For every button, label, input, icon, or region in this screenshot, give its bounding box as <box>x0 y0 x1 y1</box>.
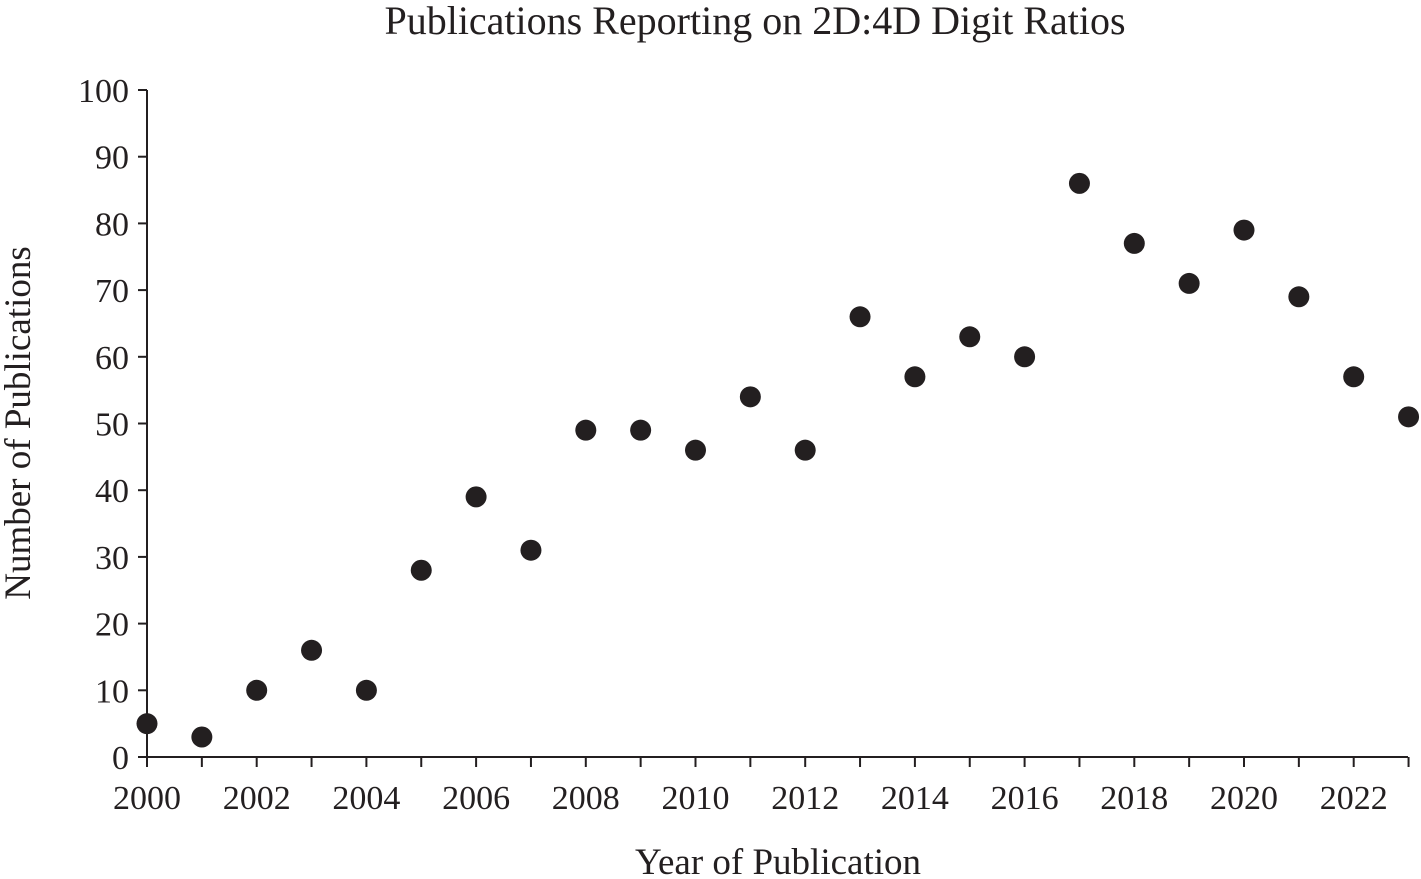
data-point <box>1343 366 1365 388</box>
x-tick-label: 2002 <box>223 780 291 817</box>
data-point <box>1178 272 1200 294</box>
x-axis-label: Year of Publication <box>635 842 921 879</box>
y-axis-ticks: 0 10 20 30 40 50 60 70 80 90 100 <box>78 73 147 777</box>
data-point <box>849 306 871 328</box>
data-point <box>1288 286 1310 308</box>
data-point <box>1068 172 1090 194</box>
data-point <box>355 679 377 701</box>
x-tick-label: 2022 <box>1320 780 1388 817</box>
x-tick-label: 2020 <box>1210 780 1278 817</box>
x-tick-label: 2000 <box>113 780 181 817</box>
y-tick-label: 10 <box>95 673 129 710</box>
data-point <box>575 419 597 441</box>
y-tick-label: 90 <box>95 140 129 177</box>
x-axis-ticks: 2000 2002 2004 2006 2008 2010 2012 2014 2016 2018… <box>113 757 1410 817</box>
x-tick-label: 2008 <box>552 780 620 817</box>
x-tick-label: 2014 <box>881 780 949 817</box>
x-tick-label: 2006 <box>442 780 510 817</box>
data-point <box>630 419 652 441</box>
data-point <box>191 726 213 748</box>
data-point <box>465 486 487 508</box>
data-point <box>685 439 706 461</box>
data-point <box>959 326 981 348</box>
data-point <box>246 679 268 701</box>
data-points <box>136 172 1420 748</box>
x-tick-label: 2010 <box>662 780 730 817</box>
x-tick-label: 2018 <box>1100 780 1168 817</box>
y-tick-label: 20 <box>95 607 129 644</box>
data-point <box>1014 346 1036 368</box>
y-tick-label: 70 <box>95 273 129 310</box>
data-point <box>1233 219 1255 241</box>
data-point <box>1398 406 1420 428</box>
data-point <box>904 366 926 388</box>
x-tick-label: 2012 <box>771 780 839 817</box>
x-tick-label: 2004 <box>332 780 400 817</box>
data-point <box>136 713 158 735</box>
data-point <box>520 539 542 561</box>
data-point <box>410 559 432 581</box>
data-point <box>794 439 816 461</box>
y-tick-label: 40 <box>95 473 129 510</box>
y-tick-label: 80 <box>95 206 129 243</box>
y-tick-label: 100 <box>78 73 129 110</box>
data-point <box>739 386 761 408</box>
y-tick-label: 30 <box>95 540 129 577</box>
data-point <box>301 639 323 661</box>
data-point <box>1123 232 1145 254</box>
x-tick-label: 2016 <box>991 780 1059 817</box>
y-axis-label: Number of Publications <box>0 246 39 600</box>
y-tick-label: 50 <box>95 407 129 444</box>
chart-title: Publications Reporting on 2D:4D Digit Ra… <box>384 0 1125 43</box>
y-tick-label: 0 <box>112 740 129 777</box>
y-tick-label: 60 <box>95 340 129 377</box>
